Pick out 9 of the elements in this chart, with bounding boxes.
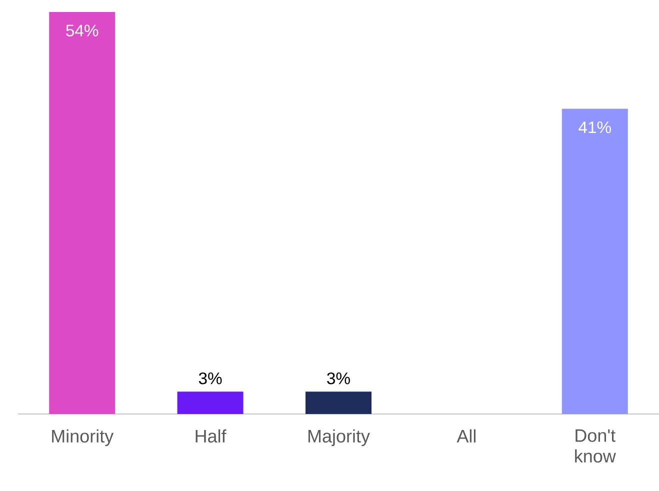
data-label: 3% (198, 372, 222, 384)
data-label: 3% (327, 372, 350, 384)
x-tick-label: Half (196, 429, 226, 443)
x-tick-label: Majority (308, 429, 370, 446)
x-tick-label: All (456, 429, 476, 442)
data-label: 54% (66, 24, 98, 36)
data-label: 41% (578, 121, 611, 134)
x-tick-label: Minority (52, 429, 114, 446)
x-tick-label: Don't know (575, 429, 616, 463)
